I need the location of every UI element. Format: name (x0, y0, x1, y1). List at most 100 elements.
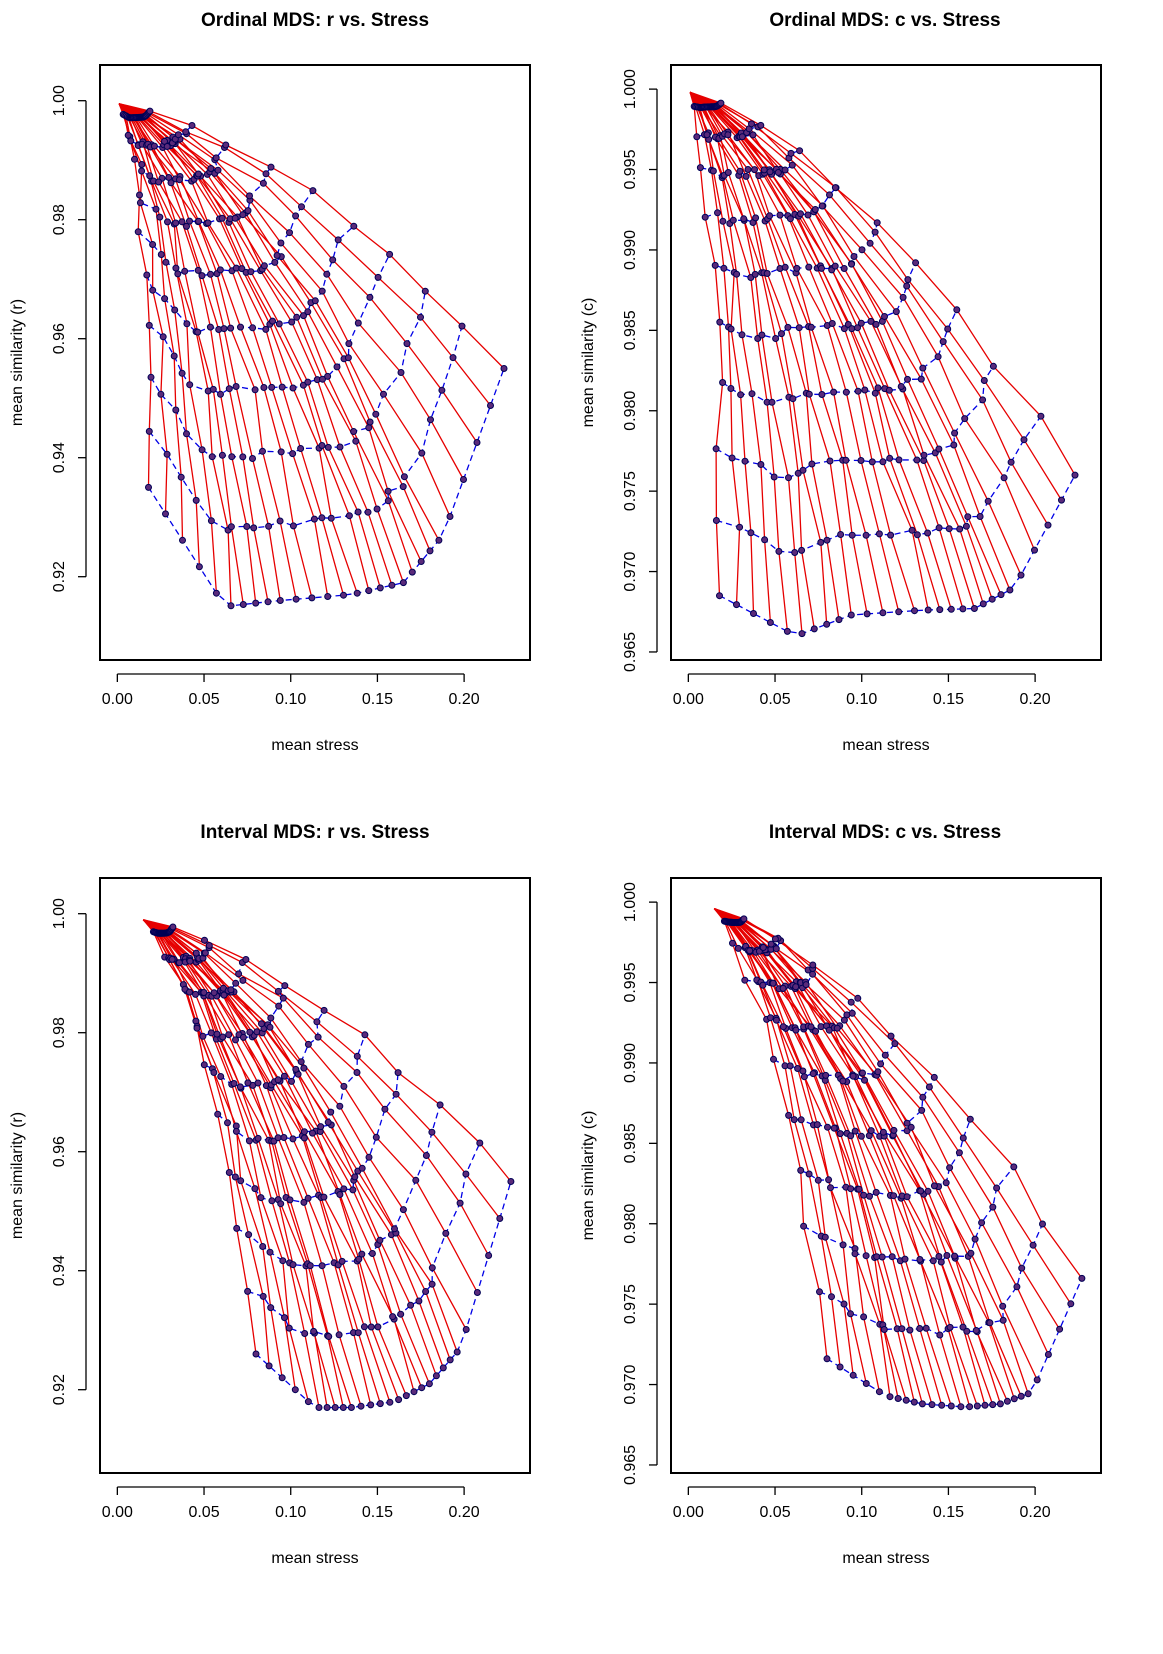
data-point (213, 1030, 221, 1038)
series-line (142, 919, 257, 1355)
data-point (260, 384, 268, 391)
data-point (347, 1404, 355, 1411)
data-point (421, 287, 429, 295)
data-point (354, 1329, 362, 1337)
data-point (945, 525, 953, 533)
data-point (208, 453, 216, 461)
data-point (734, 944, 742, 952)
data-point (879, 1128, 887, 1136)
data-point (740, 215, 748, 223)
data-point (217, 390, 224, 398)
data-point (772, 1016, 780, 1024)
data-point (150, 142, 158, 150)
data-point (193, 1024, 201, 1032)
data-point (763, 270, 771, 277)
data-point (239, 976, 247, 984)
x-tick-label: 0.10 (846, 1504, 877, 1521)
data-point (823, 620, 831, 628)
data-point (298, 203, 305, 211)
data-point (733, 601, 740, 609)
data-point (925, 1083, 933, 1091)
data-point (901, 1255, 909, 1263)
data-point (222, 141, 230, 149)
data-point (244, 1079, 252, 1087)
data-point (280, 1072, 288, 1080)
data-point (304, 1398, 312, 1406)
data-point (147, 373, 155, 381)
data-point (351, 1173, 359, 1181)
data-point (897, 383, 905, 390)
y-tick-label: 0.995 (622, 149, 639, 189)
data-point (1013, 1283, 1021, 1291)
data-point (460, 476, 467, 483)
data-point (336, 443, 344, 451)
data-point (959, 605, 967, 613)
data-point (800, 1222, 808, 1230)
data-point (259, 1243, 267, 1250)
data-point (317, 1123, 325, 1131)
data-point (175, 959, 183, 967)
data-point (880, 1326, 888, 1333)
data-point (237, 323, 244, 331)
data-point (335, 1331, 343, 1339)
series-line (713, 908, 952, 1407)
data-point (727, 325, 735, 333)
data-point (275, 320, 283, 328)
level-connector (255, 1181, 512, 1409)
data-point (320, 1006, 328, 1014)
data-point (766, 619, 774, 626)
data-point (827, 1184, 834, 1192)
data-point (778, 330, 785, 338)
data-point (507, 1178, 515, 1185)
data-point (724, 169, 732, 176)
data-point (724, 131, 732, 139)
data-point (886, 1393, 894, 1401)
data-point (395, 1396, 403, 1404)
data-point (422, 1288, 430, 1295)
data-point (286, 1196, 294, 1204)
data-point (277, 1200, 285, 1208)
data-point (840, 325, 848, 333)
data-point (912, 259, 920, 267)
data-point (903, 1193, 911, 1201)
data-point (930, 1182, 938, 1190)
data-point (787, 149, 795, 157)
x-tick-label: 0.00 (673, 691, 704, 708)
data-point (366, 293, 374, 301)
data-point (737, 391, 745, 399)
data-point (807, 323, 815, 331)
data-point (358, 1164, 366, 1172)
data-point (309, 1129, 316, 1137)
data-point (935, 524, 943, 532)
data-point (818, 391, 826, 398)
data-point (266, 1023, 274, 1031)
data-point (1024, 1390, 1032, 1398)
data-point (289, 450, 297, 458)
data-point (872, 320, 880, 328)
data-point (895, 456, 903, 464)
data-point (849, 1371, 857, 1379)
data-point (200, 989, 208, 996)
y-tick-label: 0.980 (622, 391, 639, 431)
data-point (1044, 1351, 1052, 1358)
data-point (220, 325, 228, 333)
data-point (924, 529, 932, 537)
data-point (938, 1401, 946, 1409)
data-point (262, 325, 270, 333)
data-point (800, 1073, 808, 1081)
data-point (324, 372, 332, 380)
data-point (776, 211, 784, 219)
data-point (310, 515, 318, 523)
data-point (879, 458, 887, 466)
data-point (971, 1235, 979, 1243)
data-point (857, 457, 865, 464)
data-point (304, 308, 312, 316)
data-point (281, 982, 289, 990)
data-point (194, 266, 202, 274)
data-point (772, 945, 780, 953)
data-point (199, 1032, 207, 1040)
data-point (301, 1330, 309, 1337)
y-tick-label: 0.975 (622, 471, 639, 511)
x-axis-label: mean stress (271, 1550, 358, 1567)
